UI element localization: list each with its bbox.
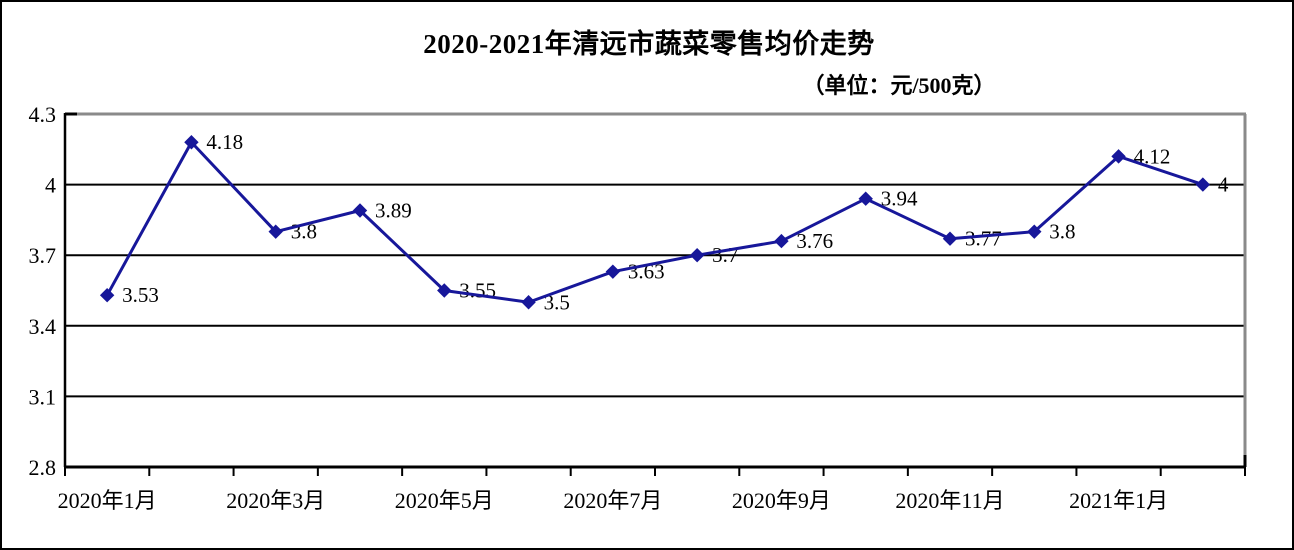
x-tick-label: 2020年7月 (563, 488, 662, 513)
data-point-marker (521, 295, 536, 310)
y-tick-label: 4.3 (29, 102, 57, 127)
data-label: 3.55 (459, 279, 496, 303)
y-tick-label: 4 (45, 173, 56, 198)
price-series-line (105, 140, 1204, 304)
x-tick-label: 2021年1月 (1069, 488, 1168, 513)
x-tick-label: 2020年3月 (226, 488, 325, 513)
y-tick-label: 3.1 (29, 384, 57, 409)
data-label: 4.18 (206, 130, 243, 154)
y-tick-label: 3.4 (29, 314, 57, 339)
chart-title: 2020-2021年清远市蔬菜零售均价走势 (423, 29, 875, 59)
x-tick-label: 2020年1月 (58, 488, 157, 513)
x-tick-label: 2020年11月 (895, 488, 1004, 513)
data-label: 3.8 (1049, 220, 1075, 244)
data-point-marker (689, 247, 705, 263)
data-label: 3.53 (122, 283, 159, 307)
data-label: 3.7 (712, 243, 738, 267)
x-tick-label: 2020年5月 (395, 488, 494, 513)
x-tick-label: 2020年9月 (732, 488, 831, 513)
y-tick-label: 2.8 (29, 455, 57, 480)
data-point-marker (184, 135, 199, 150)
y-tick-label: 3.7 (29, 243, 57, 268)
data-label: 3.77 (965, 227, 1002, 251)
data-label: 3.89 (375, 198, 412, 222)
data-point-marker (1111, 149, 1126, 164)
data-label: 3.94 (881, 187, 918, 211)
chart-unit-label: （单位：元/500克） (802, 73, 996, 98)
data-point-marker (1195, 177, 1211, 192)
data-label: 3.76 (796, 229, 833, 253)
data-point-marker (1027, 224, 1042, 239)
data-point-marker (99, 287, 115, 303)
data-point-marker (352, 203, 368, 218)
data-label: 4 (1218, 173, 1229, 197)
data-point-marker (774, 233, 789, 249)
data-point-marker (942, 231, 958, 246)
data-point-marker (268, 224, 283, 239)
data-point-marker (605, 264, 621, 279)
data-point-marker (858, 191, 873, 206)
data-point-marker (437, 283, 452, 298)
